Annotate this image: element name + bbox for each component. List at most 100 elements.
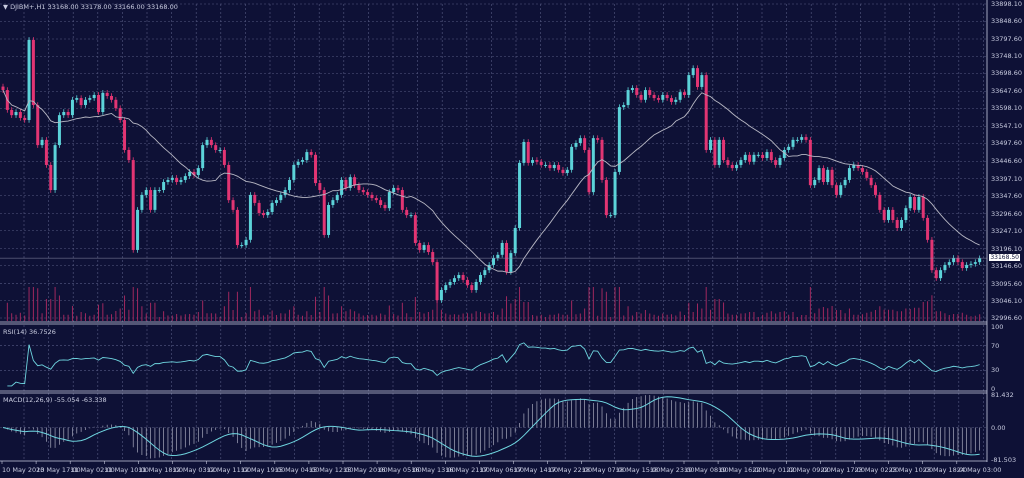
bearish-candle bbox=[18, 112, 22, 118]
time-tick-label: 10 May 2023 bbox=[2, 466, 45, 474]
price-tick-label: 33247.10 bbox=[991, 226, 1023, 235]
current-price-tag: 33168.50 bbox=[989, 254, 1020, 262]
bullish-candle bbox=[279, 194, 283, 201]
bearish-candle bbox=[374, 198, 378, 201]
bearish-candle bbox=[36, 105, 40, 146]
bearish-candle bbox=[23, 117, 27, 121]
bearish-candle bbox=[878, 194, 882, 210]
bearish-candle bbox=[413, 215, 417, 243]
bullish-candle bbox=[14, 112, 18, 116]
bearish-candle bbox=[105, 92, 109, 96]
bearish-candle bbox=[895, 219, 899, 228]
time-tick-label: 22 May 01:00 bbox=[752, 466, 797, 474]
bullish-candle bbox=[248, 194, 252, 240]
bullish-candle bbox=[973, 262, 977, 264]
bullish-candle bbox=[887, 209, 891, 220]
bullish-candle bbox=[691, 68, 695, 76]
bearish-candle bbox=[10, 109, 14, 116]
bearish-candle bbox=[604, 179, 608, 216]
time-tick-label: 10 May 17:00 bbox=[36, 466, 81, 474]
time-tick-label: 22 May 09:00 bbox=[786, 466, 831, 474]
bearish-candle bbox=[761, 154, 765, 158]
bearish-candle bbox=[114, 99, 118, 109]
time-tick-label: 15 May 12:00 bbox=[308, 466, 354, 474]
bullish-candle bbox=[778, 157, 782, 165]
bearish-candle bbox=[548, 164, 552, 169]
price-tick-label: 33647.60 bbox=[991, 87, 1023, 96]
bearish-candle bbox=[235, 209, 239, 246]
rsi-tick-label: 0 bbox=[991, 385, 996, 393]
bullish-candle bbox=[274, 200, 278, 203]
bullish-candle bbox=[301, 160, 305, 162]
bullish-candle bbox=[739, 160, 743, 165]
bullish-candle bbox=[483, 270, 487, 276]
bearish-candle bbox=[583, 138, 587, 150]
bearish-candle bbox=[79, 98, 83, 106]
bearish-candle bbox=[960, 262, 964, 269]
bearish-candle bbox=[131, 160, 135, 250]
bullish-candle bbox=[188, 171, 192, 177]
bearish-candle bbox=[465, 279, 469, 286]
macd-signal-line bbox=[2, 396, 980, 457]
bearish-candle bbox=[309, 152, 313, 155]
bearish-candle bbox=[314, 154, 318, 184]
bearish-candle bbox=[461, 275, 465, 280]
bearish-candle bbox=[396, 187, 400, 191]
bearish-candle bbox=[361, 190, 365, 193]
bearish-candle bbox=[557, 164, 561, 170]
bullish-candle bbox=[136, 209, 140, 250]
rsi-tick-label: 30 bbox=[991, 366, 1000, 375]
bullish-candle bbox=[917, 196, 921, 210]
time-tick-label: 23 May 10:00 bbox=[888, 466, 934, 474]
bullish-candle bbox=[813, 179, 817, 186]
time-tick-label: 17 May 06:00 bbox=[479, 466, 524, 474]
bearish-candle bbox=[821, 168, 825, 183]
price-tick-label: 33698.60 bbox=[991, 69, 1023, 78]
bullish-candle bbox=[240, 245, 244, 247]
rsi-label: RSI(14) 36.7526 bbox=[3, 328, 56, 336]
bullish-candle bbox=[756, 154, 760, 156]
bearish-candle bbox=[322, 190, 326, 235]
bullish-candle bbox=[340, 179, 344, 195]
bullish-candle bbox=[392, 187, 396, 193]
bullish-candle bbox=[678, 92, 682, 100]
triangle-down-icon[interactable]: ▼ bbox=[3, 3, 8, 11]
bearish-candle bbox=[596, 138, 600, 140]
bullish-candle bbox=[170, 177, 174, 180]
bullish-candle bbox=[335, 194, 339, 201]
bullish-candle bbox=[630, 87, 634, 91]
bullish-candle bbox=[900, 219, 904, 228]
bullish-candle bbox=[387, 192, 391, 209]
bullish-candle bbox=[492, 257, 495, 265]
macd-tick-label: 0.00 bbox=[991, 423, 1006, 432]
bearish-candle bbox=[834, 185, 838, 195]
bearish-candle bbox=[405, 209, 409, 216]
bullish-candle bbox=[144, 190, 148, 195]
bearish-candle bbox=[118, 108, 122, 121]
bullish-candle bbox=[700, 75, 704, 87]
time-tick-label: 12 May 03:00 bbox=[172, 466, 218, 474]
bearish-candle bbox=[539, 161, 543, 165]
bearish-candle bbox=[1, 86, 5, 91]
rsi-tick-label: 70 bbox=[991, 341, 1000, 350]
bearish-candle bbox=[175, 177, 179, 183]
bullish-candle bbox=[943, 264, 947, 271]
bearish-candle bbox=[344, 179, 348, 188]
bullish-candle bbox=[518, 162, 522, 228]
bearish-candle bbox=[926, 217, 930, 240]
bearish-candle bbox=[665, 94, 669, 99]
bearish-candle bbox=[873, 185, 877, 195]
bullish-candle bbox=[496, 254, 500, 258]
time-tick-label: 17 May 22:00 bbox=[547, 466, 593, 474]
bullish-candle bbox=[904, 208, 908, 220]
time-tick-label: 19 May 16:00 bbox=[718, 466, 763, 474]
bullish-candle bbox=[752, 154, 756, 162]
bearish-candle bbox=[930, 239, 934, 271]
bearish-candle bbox=[669, 98, 673, 102]
bullish-candle bbox=[591, 138, 595, 193]
bullish-candle bbox=[947, 262, 951, 265]
bullish-candle bbox=[578, 138, 582, 144]
bearish-candle bbox=[123, 120, 127, 150]
